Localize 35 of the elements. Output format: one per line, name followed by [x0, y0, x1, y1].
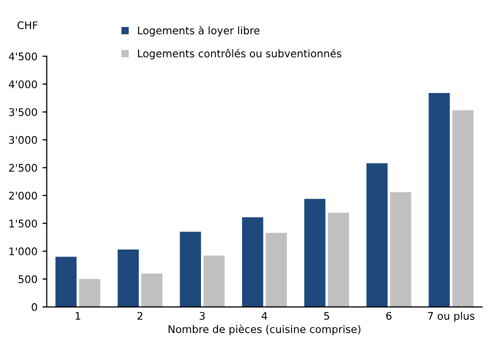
x-tick-label: 6 [386, 312, 392, 320]
y-tick-label: 0 [32, 303, 38, 312]
y-tick-label: 3'000 [9, 136, 38, 144]
legend-label: Logements à loyer libre [138, 26, 260, 36]
x-tick-label: 1 [76, 312, 80, 320]
bar [328, 212, 350, 307]
bar [304, 198, 326, 307]
x-tick-label: 3 [200, 312, 205, 320]
x-tick-label: 2 [137, 312, 142, 320]
y-tick-label: 4'000 [8, 80, 38, 88]
bar [141, 273, 162, 307]
x-axis-title: Nombre de pièces (cuisine comprise) [168, 324, 360, 336]
bar [452, 110, 474, 307]
y-tick-label: 3'500 [9, 108, 38, 116]
bar [242, 217, 264, 307]
bar [79, 279, 100, 307]
y-tick-label: 2'500 [9, 164, 38, 172]
bar [203, 256, 225, 307]
y-tick-label: 500 [18, 275, 38, 284]
bar [266, 232, 287, 307]
legend-label: Logements contrôlés ou subventionnés [138, 48, 342, 60]
bar [428, 93, 450, 307]
x-tick-label: 7 ou plus [428, 312, 474, 322]
y-tick-label: 1'000 [9, 247, 38, 256]
bar [366, 163, 388, 307]
bar [390, 192, 412, 307]
x-tick-label: 5 [324, 312, 330, 320]
y-tick-label: 1'500 [9, 220, 38, 228]
bar [180, 232, 202, 307]
x-tick-label: 4 [262, 312, 268, 320]
y-tick-label: 4'500 [8, 52, 38, 60]
y-tick-label: 2'000 [9, 192, 38, 200]
y-axis-title: CHF [18, 21, 38, 30]
bar [55, 256, 77, 307]
bar [118, 250, 139, 307]
